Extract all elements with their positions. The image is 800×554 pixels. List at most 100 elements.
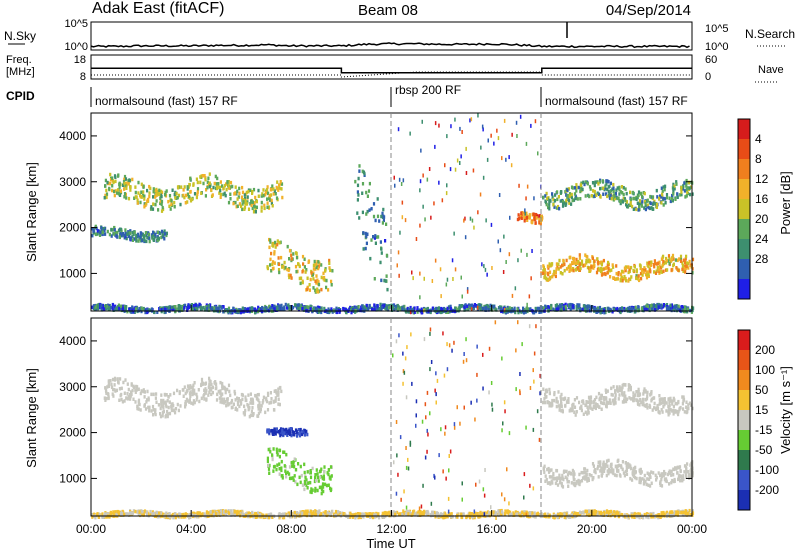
power-cell xyxy=(113,232,116,236)
velocity-cell xyxy=(681,401,684,406)
power-cell xyxy=(662,185,665,189)
power-cell xyxy=(94,232,97,237)
velocity-cell xyxy=(145,400,148,404)
power-cell xyxy=(680,190,683,194)
power-cell xyxy=(315,265,318,270)
power-cell xyxy=(311,273,314,277)
power-cell xyxy=(685,254,688,259)
velocity-cell xyxy=(329,477,332,481)
velocity-cell xyxy=(625,463,628,467)
velocity-cell xyxy=(130,511,133,516)
velocity-cell xyxy=(285,472,288,476)
velocity-cell xyxy=(614,393,617,397)
power-cell xyxy=(482,175,485,180)
velocity-cell xyxy=(180,515,183,519)
velocity-cell xyxy=(646,471,649,475)
power-cell xyxy=(351,306,354,310)
power-cell xyxy=(190,303,193,307)
power-cell xyxy=(134,185,137,189)
power-cell xyxy=(686,309,689,314)
velocity-cell xyxy=(570,481,573,485)
power-cell xyxy=(187,303,190,307)
velocity-cell xyxy=(176,388,179,393)
power-cell xyxy=(472,168,475,173)
freq-tick-high: 18 xyxy=(74,54,86,66)
power-cell xyxy=(568,201,571,205)
power-cell xyxy=(301,306,304,311)
power-cell xyxy=(491,304,494,308)
power-cell xyxy=(312,277,315,281)
velocity-cell xyxy=(174,410,177,415)
velocity-cell xyxy=(244,408,247,413)
power-cell xyxy=(164,193,167,197)
velocity-cell xyxy=(567,397,570,401)
velocity-cell xyxy=(544,392,547,397)
power-cell xyxy=(642,270,645,275)
power-cell xyxy=(637,193,640,198)
power-cell xyxy=(131,305,134,309)
power-cell xyxy=(383,304,386,308)
velocity-cell xyxy=(118,387,121,391)
velocity-cell xyxy=(631,471,634,475)
power-cell xyxy=(351,307,354,312)
velocity-cell xyxy=(190,385,193,390)
power-cell xyxy=(423,276,425,281)
velocity-cell xyxy=(683,470,686,474)
power-cell xyxy=(382,218,385,223)
power-cell xyxy=(107,305,111,310)
velocity-cell xyxy=(193,381,196,385)
power-cell xyxy=(303,257,306,261)
velocity-cell xyxy=(262,395,265,400)
power-cell xyxy=(153,235,156,239)
power-cell xyxy=(524,211,527,216)
velocity-cell xyxy=(610,466,613,471)
velocity-cell xyxy=(685,469,688,474)
power-cell xyxy=(320,275,323,280)
velocity-cell xyxy=(184,391,187,396)
power-cell xyxy=(548,207,551,211)
power-cell xyxy=(548,262,551,266)
velocity-cell xyxy=(185,397,188,402)
power-cell xyxy=(152,230,155,235)
power-cell xyxy=(330,279,333,284)
power-cell xyxy=(635,307,638,312)
velocity-cell xyxy=(567,484,570,488)
velocity-cell xyxy=(638,392,642,396)
power-cell xyxy=(646,198,649,203)
power-cell xyxy=(613,194,616,199)
power-cell xyxy=(575,307,578,311)
velocity-cell xyxy=(310,487,313,491)
power-cell xyxy=(101,230,104,235)
power-cell xyxy=(304,270,307,274)
velocity-cell xyxy=(651,408,654,412)
power-cell xyxy=(367,189,371,193)
velocity-cell xyxy=(486,510,490,514)
velocity-cell xyxy=(653,406,656,410)
velocity-cell xyxy=(601,466,605,470)
power-cell xyxy=(270,251,273,256)
velocity-cell xyxy=(612,471,615,476)
power-cell xyxy=(685,181,688,186)
velocity-cell xyxy=(672,404,675,409)
power-cell xyxy=(542,264,545,268)
power-cell xyxy=(490,133,492,138)
velocity-cell xyxy=(134,388,137,392)
power-cell xyxy=(101,227,104,231)
power-cell xyxy=(476,305,479,310)
velocity-cell xyxy=(658,398,661,402)
velocity-cell xyxy=(571,408,574,413)
velocity-cell xyxy=(195,398,198,402)
power-cell xyxy=(217,182,220,186)
power-cell xyxy=(532,212,535,216)
power-cell xyxy=(533,310,536,315)
power-cell xyxy=(489,303,492,308)
power-cell xyxy=(101,307,104,311)
power-cell xyxy=(308,283,311,287)
power-cell xyxy=(666,268,669,272)
power-cell xyxy=(453,231,455,236)
velocity-cell xyxy=(107,512,110,517)
power-cell xyxy=(290,276,293,280)
power-cell xyxy=(584,263,587,267)
velocity-cell xyxy=(597,475,600,479)
power-cell xyxy=(358,216,361,220)
